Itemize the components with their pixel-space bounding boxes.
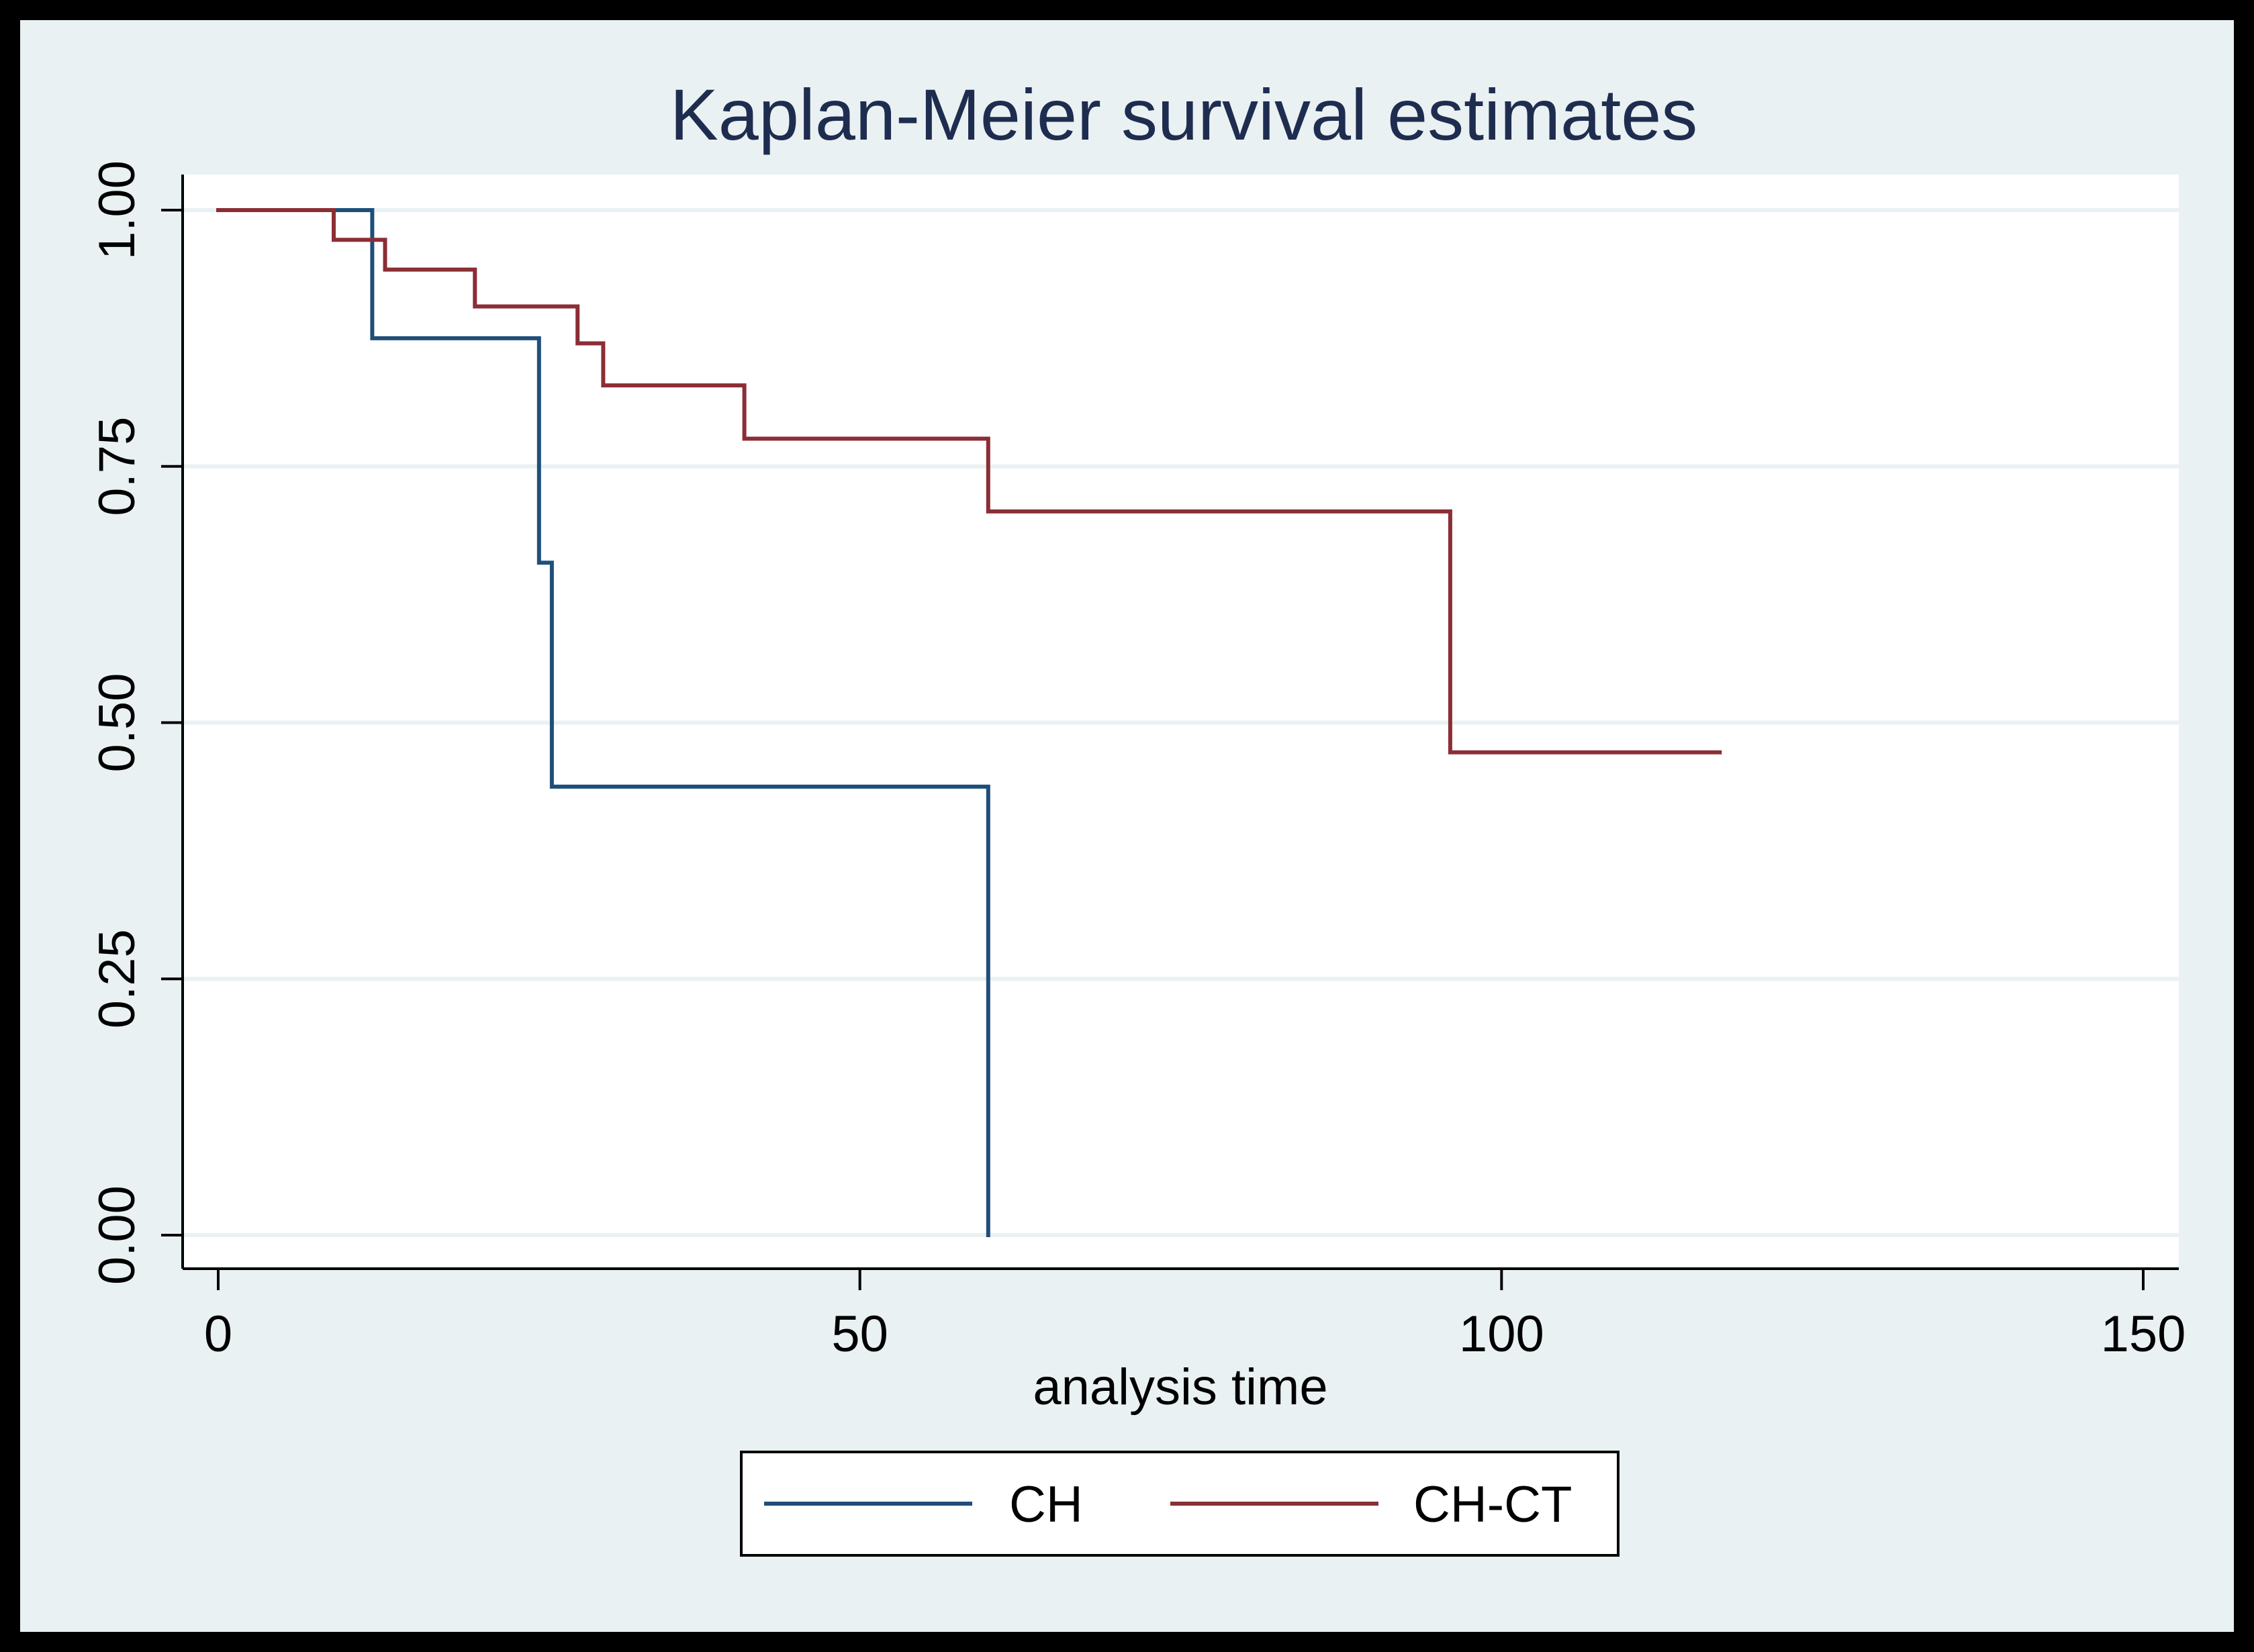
series-line-ch [216, 208, 990, 1237]
y-tick-label: 0.25 [89, 929, 146, 1028]
x-ticks: 0 50 100 150 [204, 1269, 2186, 1363]
x-axis-label: analysis time [1033, 1359, 1327, 1416]
y-tick-label: 1.00 [89, 160, 146, 260]
x-tick-label: 0 [204, 1306, 232, 1363]
series-line-ch-ct [216, 208, 1722, 755]
legend-label-ch: CH [1009, 1476, 1083, 1533]
x-tick-label: 50 [831, 1306, 888, 1363]
y-ticks: 0.00 0.25 0.50 0.75 1.00 [89, 160, 183, 1285]
y-tick-label: 0.75 [89, 417, 146, 516]
chart-title: Kaplan-Meier survival estimates [670, 74, 1698, 155]
x-tick-label: 150 [2101, 1306, 2186, 1363]
y-tick-label: 0.50 [89, 673, 146, 773]
x-tick-label: 100 [1459, 1306, 1544, 1363]
gridlines [183, 208, 2179, 1237]
y-tick-label: 0.00 [89, 1185, 146, 1285]
survival-curves [216, 208, 1722, 1237]
legend-label-ch-ct: CH-CT [1413, 1476, 1572, 1533]
legend: CH CH-CT [740, 1451, 1619, 1557]
